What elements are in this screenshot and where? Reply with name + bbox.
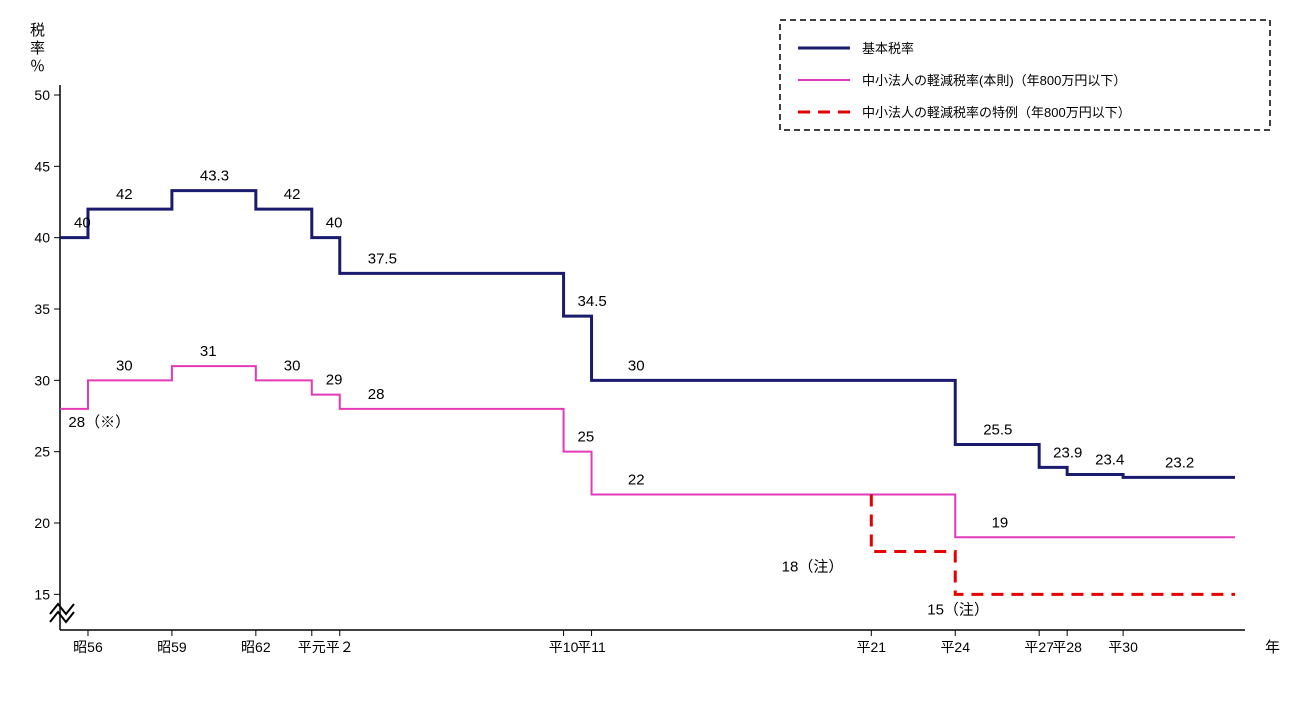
- x-tick-label: 平27: [1024, 639, 1054, 655]
- y-tick-label: 40: [34, 230, 50, 246]
- data-label: 22: [628, 471, 645, 488]
- data-label: 30: [628, 357, 645, 374]
- x-tick-label: 昭62: [241, 639, 271, 655]
- data-label: 43.3: [200, 168, 229, 185]
- data-label: 29: [326, 372, 343, 389]
- data-label: 28: [368, 386, 385, 403]
- data-label: 31: [200, 343, 217, 360]
- series-basic: [60, 191, 1235, 478]
- x-tick-label: 昭59: [157, 639, 187, 655]
- data-label: 30: [116, 357, 133, 374]
- data-label: 25: [578, 429, 595, 446]
- data-label: 23.9: [1053, 444, 1082, 461]
- y-tick-label: 50: [34, 87, 50, 103]
- x-tick-label: 平28: [1052, 639, 1082, 655]
- legend-label: 中小法人の軽減税率(本則)（年800万円以下）: [862, 73, 1126, 88]
- axis-break-icon: [50, 604, 74, 614]
- data-label: 25.5: [983, 422, 1012, 439]
- legend-label: 中小法人の軽減税率の特例（年800万円以下）: [862, 105, 1131, 120]
- legend-label: 基本税率: [862, 41, 914, 56]
- data-label: 42: [116, 186, 133, 203]
- data-label: 23.2: [1165, 454, 1194, 471]
- data-label: 23.4: [1095, 451, 1124, 468]
- y-axis-title: 税率％: [30, 22, 45, 75]
- y-tick-label: 35: [34, 301, 50, 317]
- x-tick-label: 平元: [298, 639, 326, 655]
- x-tick-label: 平21: [857, 639, 887, 655]
- x-tick-label: 平30: [1108, 639, 1138, 655]
- x-tick-label: 平24: [940, 639, 970, 655]
- y-tick-label: 30: [34, 372, 50, 388]
- y-tick-label: 45: [34, 158, 50, 174]
- y-tick-label: 25: [34, 444, 50, 460]
- x-axis-title: 年: [1265, 639, 1280, 656]
- x-tick-label: 平２: [326, 639, 354, 655]
- data-label: 42: [284, 186, 301, 203]
- y-tick-label: 20: [34, 515, 50, 531]
- data-label: 18（注）: [782, 559, 844, 576]
- x-tick-label: 平11: [577, 639, 606, 655]
- data-label: 28（※）: [68, 414, 130, 431]
- data-label: 30: [284, 357, 301, 374]
- chart-svg: 税率％ 15 20 25 30 35 40 45 50 昭56 昭59 昭62 平元平２ 平10平11 平2…: [0, 0, 1296, 704]
- data-label: 40: [326, 215, 343, 232]
- data-label: 15（注）: [927, 601, 989, 618]
- data-label: 40: [74, 215, 91, 232]
- data-label: 19: [992, 514, 1009, 531]
- data-label: 37.5: [368, 250, 397, 267]
- y-tick-label: 15: [34, 586, 50, 602]
- axis-break-icon: [50, 612, 74, 622]
- x-tick-label: 平10: [549, 639, 579, 655]
- tax-rate-chart: 税率％ 15 20 25 30 35 40 45 50 昭56 昭59 昭62 平元平２ 平10平11 平2…: [0, 0, 1296, 704]
- data-label: 34.5: [578, 293, 607, 310]
- series-special: [871, 494, 1235, 594]
- x-tick-label: 昭56: [73, 639, 103, 655]
